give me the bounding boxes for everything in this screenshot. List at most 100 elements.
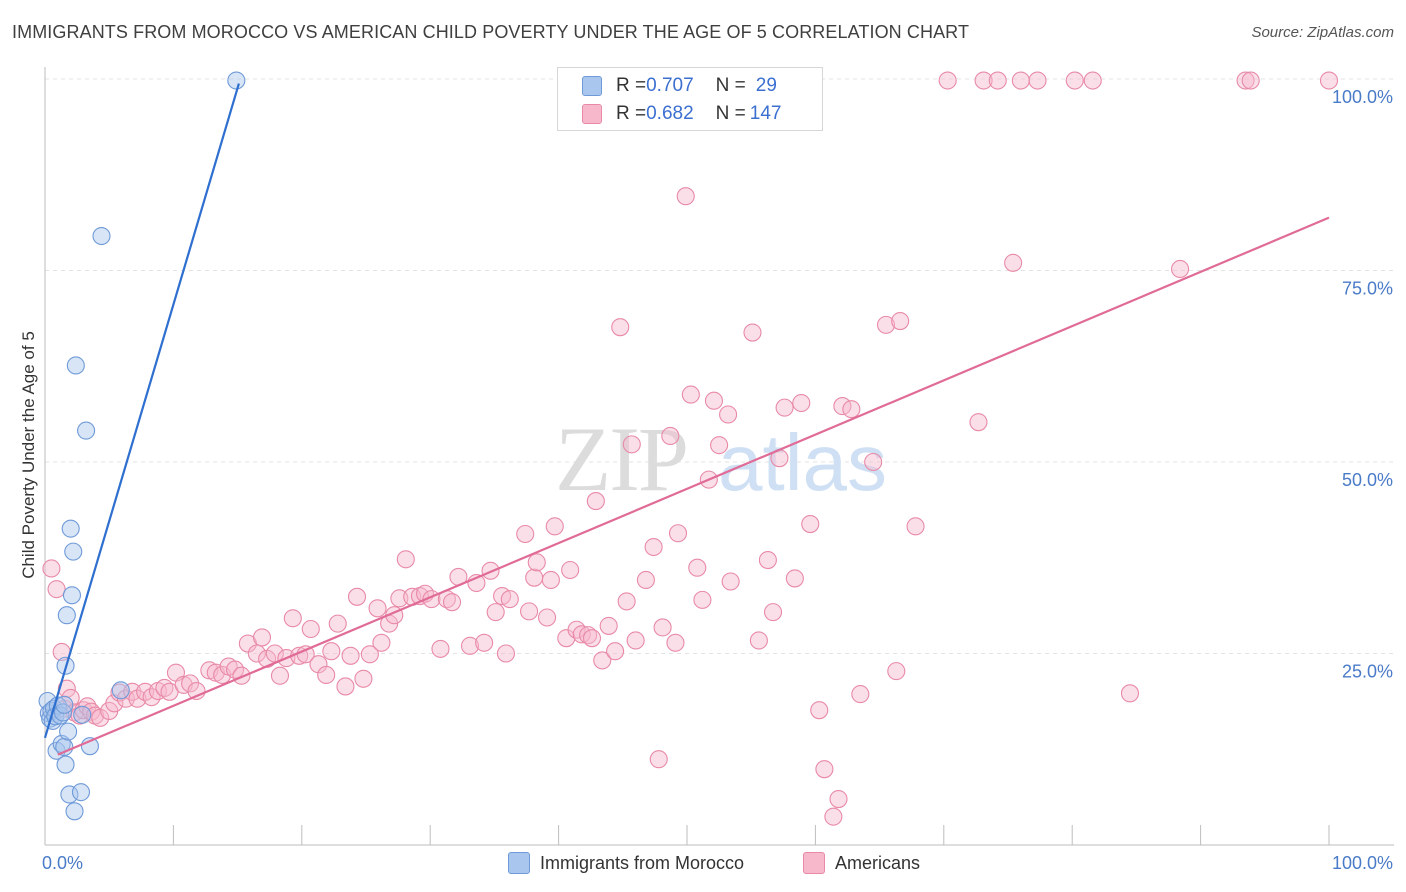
- americans-point: [354, 669, 373, 688]
- americans-point: [527, 553, 546, 572]
- legend-row-morocco: R = 0.707 N = 29: [582, 72, 777, 100]
- morocco-point: [53, 703, 73, 722]
- legend-r-value: 0.682: [646, 103, 694, 124]
- morocco-points: [38, 71, 246, 821]
- americans-point: [442, 593, 462, 612]
- americans-point: [1028, 71, 1047, 90]
- bottom-legend: Immigrants from Morocco Americans: [0, 852, 1406, 878]
- morocco-point: [73, 705, 92, 724]
- americans-trend-line: [57, 216, 1330, 756]
- americans-point: [1319, 71, 1339, 90]
- americans-point: [1171, 259, 1190, 279]
- americans-point: [181, 674, 200, 693]
- americans-point: [792, 393, 811, 413]
- americans-point: [347, 587, 367, 606]
- americans-point: [785, 569, 804, 588]
- legend-box: R = 0.707 N = 29 R = 0.682 N = 147: [557, 67, 823, 131]
- legend-swatch-morocco: [582, 76, 602, 96]
- americans-point: [283, 609, 302, 628]
- morocco-point: [227, 71, 246, 90]
- y-tick-label: 25.0%: [1342, 662, 1393, 682]
- americans-point: [372, 633, 391, 652]
- americans-point: [586, 492, 605, 511]
- americans-point: [864, 452, 883, 472]
- legend-swatch-americans: [582, 104, 602, 124]
- legend-r-label: R =: [616, 103, 647, 124]
- americans-point: [704, 391, 724, 410]
- morocco-point: [71, 783, 91, 802]
- bottom-legend-label-americans: Americans: [835, 852, 921, 873]
- americans-point: [644, 537, 663, 557]
- americans-point: [486, 603, 505, 622]
- morocco-point: [66, 356, 85, 375]
- morocco-point: [60, 785, 79, 804]
- americans-point: [561, 560, 580, 580]
- americans-point: [653, 618, 672, 637]
- americans-point: [396, 550, 415, 569]
- morocco-point: [57, 606, 76, 625]
- legend-n-value: 147: [749, 103, 782, 124]
- americans-point: [537, 608, 557, 627]
- americans-point: [842, 400, 861, 419]
- legend-row-americans: R = 0.682 N = 147: [582, 100, 781, 128]
- americans-point: [1120, 684, 1140, 703]
- americans-point: [545, 517, 564, 536]
- americans-point: [969, 413, 988, 432]
- americans-point: [676, 187, 695, 206]
- morocco-point: [59, 722, 78, 741]
- americans-point: [317, 665, 336, 684]
- americans-point: [606, 642, 625, 661]
- americans-point: [500, 590, 519, 609]
- americans-point: [649, 750, 668, 769]
- morocco-point: [55, 695, 74, 714]
- legend-n-label: N =: [715, 103, 746, 124]
- americans-point: [516, 524, 535, 544]
- americans-point: [525, 568, 544, 587]
- bottom-legend-swatch-americans: [803, 852, 825, 874]
- bottom-legend-swatch-morocco: [508, 852, 530, 874]
- americans-point: [988, 71, 1007, 90]
- americans-point: [128, 689, 147, 708]
- bottom-legend-label-morocco: Immigrants from Morocco: [540, 852, 745, 873]
- bottom-legend-morocco: Immigrants from Morocco: [508, 852, 744, 874]
- americans-point: [824, 807, 843, 826]
- y-tick-label: 50.0%: [1342, 470, 1393, 490]
- americans-point: [301, 619, 320, 639]
- americans-point: [666, 633, 685, 652]
- americans-point: [341, 646, 360, 665]
- americans-point: [775, 398, 794, 417]
- americans-point: [906, 517, 925, 536]
- americans-point: [710, 436, 729, 455]
- americans-point: [496, 644, 516, 663]
- americans-point: [801, 514, 820, 534]
- morocco-point: [92, 226, 111, 246]
- chart-title: IMMIGRANTS FROM MOROCCO VS AMERICAN CHIL…: [12, 22, 970, 42]
- americans-point: [91, 708, 110, 727]
- americans-point: [582, 629, 602, 648]
- americans-point: [810, 701, 829, 720]
- americans-point: [520, 602, 539, 621]
- x-tick-label: 100.0%: [1332, 853, 1393, 873]
- americans-point: [572, 625, 591, 644]
- americans-point: [252, 628, 272, 647]
- americans-point: [974, 71, 993, 90]
- x-tick-label: 0.0%: [42, 853, 83, 873]
- morocco-point: [64, 542, 83, 561]
- americans-point: [688, 558, 707, 577]
- americans-point: [626, 631, 645, 650]
- americans-point: [743, 323, 762, 342]
- americans-point: [431, 639, 450, 658]
- americans-point: [247, 644, 266, 663]
- americans-point: [460, 636, 480, 655]
- americans-point: [815, 760, 834, 779]
- americans-point: [622, 435, 641, 454]
- x-tick-labels: 0.0% 100.0%: [42, 853, 1393, 873]
- americans-point: [693, 590, 712, 609]
- americans-points: [42, 71, 1339, 826]
- grid-lines: [45, 78, 1395, 654]
- axes: [44, 67, 1394, 846]
- americans-point: [1236, 71, 1255, 90]
- americans-point: [270, 666, 290, 685]
- legend-n-value: 29: [755, 75, 777, 96]
